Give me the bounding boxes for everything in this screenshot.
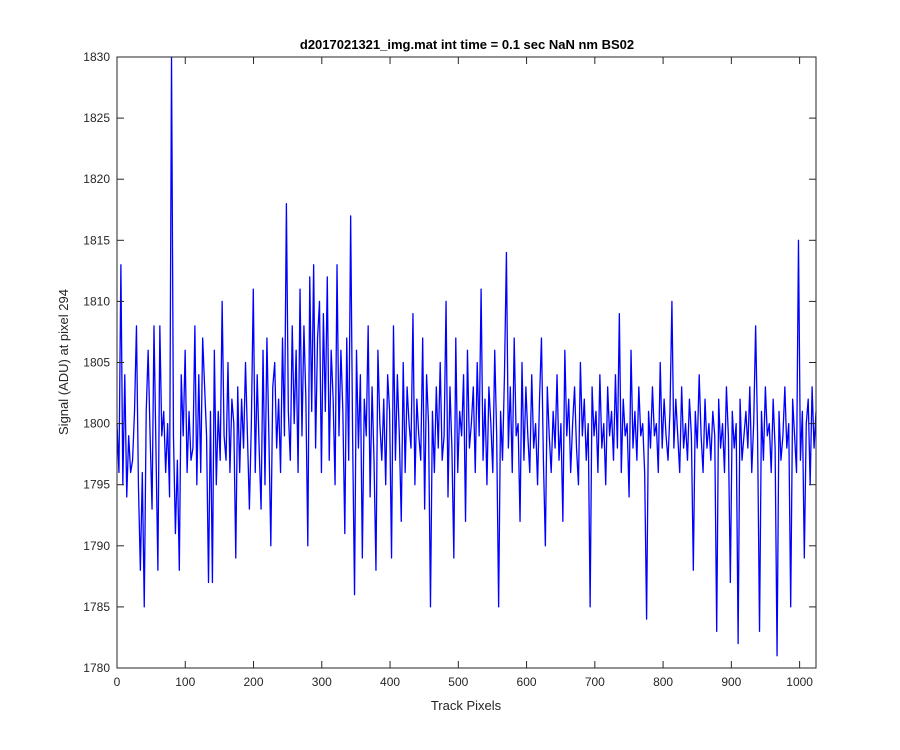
y-tick-label: 1815: [83, 233, 110, 247]
y-tick-labels: 1780 1785 1790 1795 1800 1805 1810 1815 1820 1825…: [83, 50, 110, 675]
x-tick-label: 1000: [786, 675, 813, 689]
y-tick-label: 1795: [83, 478, 110, 492]
x-tick-label: 400: [380, 675, 400, 689]
y-tick-label: 1825: [83, 111, 110, 125]
y-tick-label: 1820: [83, 172, 110, 186]
plot-background: [117, 57, 816, 668]
x-tick-label: 500: [448, 675, 468, 689]
x-tick-labels: 0 100 200 300 400 500 600 700 800 900 1000: [114, 675, 814, 689]
x-tick-label: 700: [585, 675, 605, 689]
y-tick-label: 1830: [83, 50, 110, 64]
x-axis-label: Track Pixels: [431, 698, 502, 713]
x-tick-label: 800: [653, 675, 673, 689]
y-tick-label: 1780: [83, 661, 110, 675]
chart-title: d2017021321_img.mat int time = 0.1 sec N…: [300, 37, 634, 52]
y-tick-label: 1800: [83, 417, 110, 431]
x-tick-label: 200: [244, 675, 264, 689]
plot-area: [116, 56, 817, 669]
series-layer: [116, 56, 817, 657]
y-tick-label: 1785: [83, 600, 110, 614]
y-tick-label: 1805: [83, 356, 110, 370]
y-tick-label: 1790: [83, 539, 110, 553]
x-tick-label: 0: [114, 675, 121, 689]
x-tick-label: 900: [721, 675, 741, 689]
y-tick-label: 1810: [83, 294, 110, 308]
x-tick-label: 600: [517, 675, 537, 689]
x-tick-label: 100: [175, 675, 195, 689]
plot-frame: [116, 56, 817, 669]
y-axis-label: Signal (ADU) at pixel 294: [56, 289, 71, 435]
x-tick-label: 300: [312, 675, 332, 689]
series-line-1: [116, 56, 817, 657]
